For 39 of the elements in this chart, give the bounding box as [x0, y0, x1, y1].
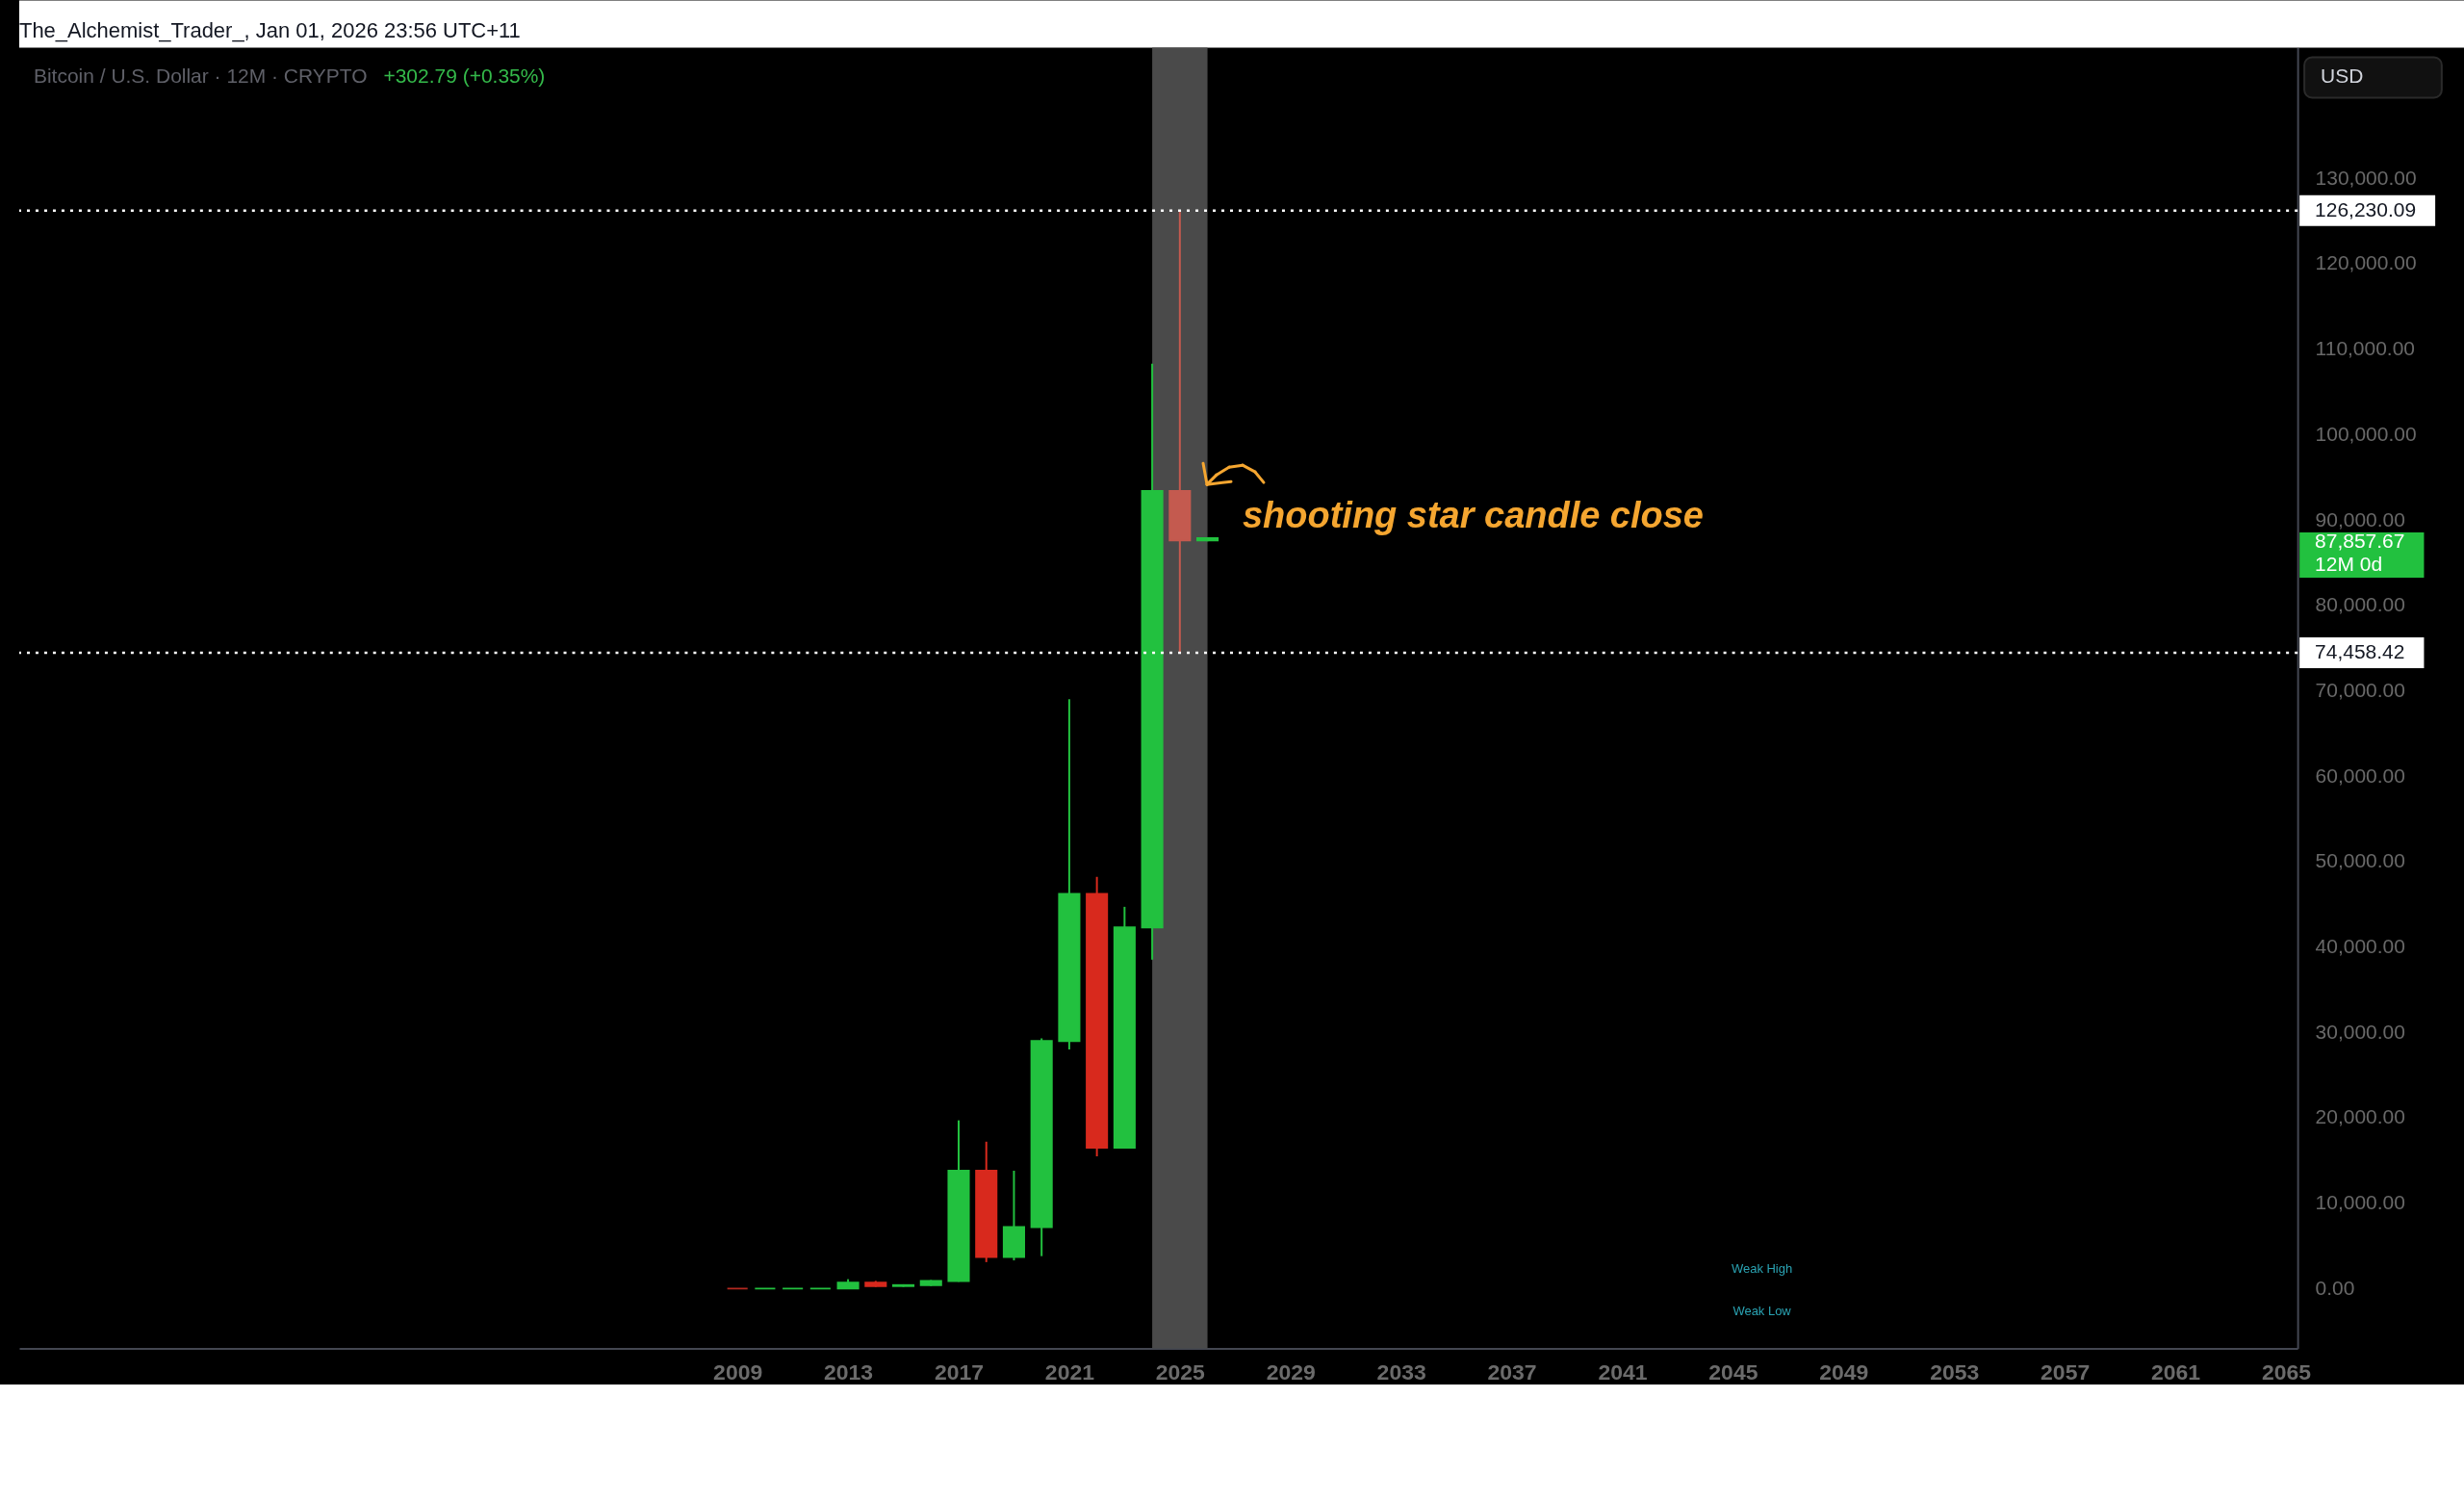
- y-tick-label: 70,000.00: [2315, 678, 2405, 701]
- y-tick-label: 60,000.00: [2315, 763, 2405, 787]
- y-tick-label: 50,000.00: [2315, 849, 2405, 872]
- ref-line-label: 126,230.09: [2315, 197, 2417, 220]
- y-tick-label: 0.00: [2315, 1276, 2355, 1299]
- x-tick-label: 2033: [1376, 1359, 1426, 1385]
- text: 87,857.67 12M 0d: [2315, 530, 2405, 576]
- y-tick-label: 100,000.00: [2315, 422, 2417, 445]
- text: +302.79 (+0.35%): [383, 65, 546, 88]
- annotation: Weak High: [1731, 1260, 1793, 1276]
- y-tick-label: 80,000.00: [2315, 593, 2405, 616]
- x-tick-label: 2037: [1487, 1359, 1537, 1385]
- x-tick-label: 2049: [1819, 1359, 1869, 1385]
- y-tick-label: 30,000.00: [2315, 1020, 2405, 1043]
- x-tick-label: 2057: [2040, 1359, 2091, 1385]
- y-tick-label: 130,000.00: [2315, 166, 2417, 189]
- x-tick-label: 2021: [1044, 1359, 1095, 1385]
- y-tick-label: 110,000.00: [2315, 337, 2416, 360]
- x-tick-label: 2009: [713, 1359, 763, 1385]
- annotation: shooting star candle close: [1242, 495, 1704, 536]
- x-tick-label: 2017: [934, 1359, 985, 1385]
- x-tick-label: 2041: [1598, 1359, 1648, 1385]
- x-tick-label: 2029: [1266, 1359, 1316, 1385]
- y-tick-label: 20,000.00: [2315, 1105, 2405, 1128]
- x-tick-label: 2013: [824, 1359, 874, 1385]
- y-tick-label: 90,000.00: [2315, 507, 2405, 531]
- x-tick-label: 2065: [2261, 1359, 2312, 1385]
- y-axis-title: USD: [2321, 65, 2364, 88]
- y-tick-label: 40,000.00: [2315, 935, 2405, 958]
- y-tick-label: 120,000.00: [2315, 251, 2417, 274]
- text: The_Alchemist_Trader_, Jan 01, 2026 23:56 UTC+11: [18, 17, 521, 42]
- annotation: Weak Low: [1732, 1304, 1792, 1319]
- x-tick-label: 2053: [1930, 1359, 1980, 1385]
- x-tick-label: 2045: [1708, 1359, 1758, 1385]
- x-tick-label: 2025: [1155, 1359, 1206, 1385]
- x-tick-label: 2061: [2150, 1359, 2201, 1385]
- text: Bitcoin / U.S. Dollar · 12M · CRYPTO: [33, 65, 368, 88]
- y-tick-label: 10,000.00: [2315, 1191, 2405, 1214]
- ref-line-label: 74,458.42: [2315, 639, 2405, 662]
